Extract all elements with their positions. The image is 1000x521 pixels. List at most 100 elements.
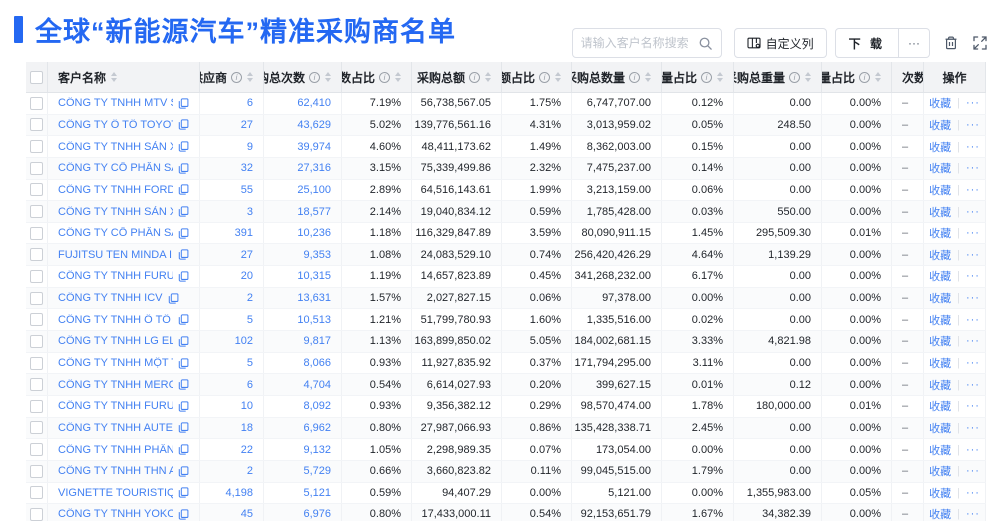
- sort-asc-caret[interactable]: [325, 72, 331, 76]
- favorite-action[interactable]: 收藏: [929, 401, 952, 414]
- search-icon[interactable]: [698, 36, 713, 51]
- info-icon[interactable]: i: [379, 71, 390, 83]
- row-more-action[interactable]: ···: [965, 443, 980, 456]
- copy-icon[interactable]: [178, 487, 189, 498]
- sort-asc-caret[interactable]: [805, 72, 811, 76]
- favorite-action[interactable]: 收藏: [929, 119, 952, 132]
- customer-name-link[interactable]: CÔNG TY TNHH MERCEDES–B...: [58, 378, 173, 391]
- row-more-action[interactable]: ···: [965, 313, 980, 326]
- sort-desc-caret[interactable]: [805, 78, 811, 82]
- column-header-qty[interactable]: 采购总数量 i: [572, 62, 662, 92]
- sort-icon[interactable]: [645, 72, 651, 82]
- favorite-action[interactable]: 收藏: [929, 314, 952, 327]
- row-more-action[interactable]: ···: [965, 508, 980, 521]
- customer-name-link[interactable]: FUJITSU TEN MINDA INDIA PVT...: [58, 248, 173, 261]
- info-icon[interactable]: i: [539, 71, 550, 83]
- trash-button[interactable]: [943, 35, 959, 51]
- row-checkbox[interactable]: [30, 269, 43, 283]
- customize-columns-button[interactable]: 自定义列: [733, 28, 827, 58]
- sort-icon[interactable]: [875, 72, 881, 82]
- row-checkbox[interactable]: [30, 486, 43, 500]
- row-checkbox[interactable]: [30, 140, 43, 154]
- customer-name-link[interactable]: CÔNG TY Ô TÔ TOYOTA VIỆT ...: [58, 118, 173, 131]
- customer-name-link[interactable]: CÔNG TY TNHH SẢN XUẤT VÀ ...: [58, 205, 173, 218]
- info-icon[interactable]: i: [701, 71, 712, 83]
- sort-desc-caret[interactable]: [325, 78, 331, 82]
- customer-name-link[interactable]: CÔNG TY TNHH YOKOWO VIỆT...: [58, 508, 173, 521]
- customer-name-link[interactable]: CÔNG TY TNHH MTV SẢN XUẤ...: [58, 97, 173, 110]
- sort-desc-caret[interactable]: [111, 78, 118, 82]
- row-more-action[interactable]: ···: [965, 421, 980, 434]
- sort-desc-caret[interactable]: [717, 78, 723, 82]
- customer-name-link[interactable]: CÔNG TY TNHH FURUKAWA A...: [58, 400, 173, 413]
- copy-icon[interactable]: [178, 249, 189, 260]
- sort-icon[interactable]: [485, 72, 491, 82]
- row-checkbox[interactable]: [30, 464, 43, 478]
- sort-asc-caret[interactable]: [485, 72, 491, 76]
- copy-icon[interactable]: [168, 292, 179, 304]
- info-icon[interactable]: i: [859, 71, 870, 83]
- row-checkbox[interactable]: [30, 421, 43, 435]
- favorite-action[interactable]: 收藏: [929, 163, 952, 176]
- row-more-action[interactable]: ···: [965, 183, 980, 196]
- sort-desc-caret[interactable]: [485, 78, 491, 82]
- row-more-action[interactable]: ···: [965, 400, 980, 413]
- customer-name-link[interactable]: CÔNG TY TNHH Ô TÔ MITSUBI...: [58, 313, 173, 326]
- column-header-name[interactable]: 客户名称: [48, 62, 200, 92]
- info-icon[interactable]: i: [469, 71, 480, 83]
- sort-icon[interactable]: [111, 72, 118, 82]
- row-checkbox[interactable]: [30, 226, 43, 240]
- row-checkbox[interactable]: [30, 161, 43, 175]
- copy-icon[interactable]: [178, 422, 189, 434]
- copy-icon[interactable]: [178, 163, 189, 174]
- customer-name-link[interactable]: CÔNG TY TNHH THN AUTOPAR...: [58, 465, 173, 478]
- favorite-action[interactable]: 收藏: [929, 271, 952, 284]
- sort-icon[interactable]: [247, 72, 253, 82]
- info-icon[interactable]: i: [789, 71, 800, 83]
- customer-name-link[interactable]: CÔNG TY TNHH ICV: [58, 292, 163, 305]
- column-header-amount[interactable]: 采购总额 i: [412, 62, 502, 92]
- row-checkbox[interactable]: [30, 291, 43, 305]
- column-header-amount_pct[interactable]: 总额占比 i: [502, 62, 572, 92]
- copy-icon[interactable]: [178, 228, 189, 239]
- column-header-qty_pct[interactable]: 数量占比 i: [662, 62, 734, 92]
- sort-icon[interactable]: [805, 72, 811, 82]
- favorite-action[interactable]: 收藏: [929, 379, 952, 392]
- favorite-action[interactable]: 收藏: [929, 293, 952, 306]
- info-icon[interactable]: i: [231, 71, 242, 83]
- copy-icon[interactable]: [178, 184, 189, 195]
- customer-name-link[interactable]: CÔNG TY TNHH AUTEL VIỆT N...: [58, 421, 173, 434]
- column-header-count[interactable]: 采购总次数 i: [264, 62, 342, 92]
- customer-name-link[interactable]: CÔNG TY TNHH FORD VIỆT NAM: [58, 183, 173, 196]
- copy-icon[interactable]: [178, 379, 189, 390]
- sort-asc-caret[interactable]: [247, 72, 253, 76]
- copy-icon[interactable]: [178, 271, 189, 282]
- row-checkbox[interactable]: [30, 378, 43, 392]
- customer-name-link[interactable]: CÔNG TY TNHH LG ELECTRON...: [58, 335, 173, 348]
- row-checkbox[interactable]: [30, 356, 43, 370]
- row-checkbox[interactable]: [30, 183, 43, 197]
- favorite-action[interactable]: 收藏: [929, 184, 952, 197]
- favorite-action[interactable]: 收藏: [929, 422, 952, 435]
- customer-name-link[interactable]: CÔNG TY TNHH SẢN XUẤT VÀ ...: [58, 140, 173, 153]
- customer-name-link[interactable]: CÔNG TY CỔ PHẦN SẢN XUẤT...: [58, 162, 173, 175]
- row-checkbox[interactable]: [30, 205, 43, 219]
- row-more-action[interactable]: ···: [965, 97, 980, 110]
- column-header-weight_pct[interactable]: 重量占比 i: [822, 62, 892, 92]
- favorite-action[interactable]: 收藏: [929, 249, 952, 262]
- sort-desc-caret[interactable]: [395, 78, 401, 82]
- sort-desc-caret[interactable]: [875, 78, 881, 82]
- sort-asc-caret[interactable]: [111, 72, 118, 76]
- sort-icon[interactable]: [717, 72, 723, 82]
- favorite-action[interactable]: 收藏: [929, 141, 952, 154]
- row-more-action[interactable]: ···: [965, 292, 980, 305]
- row-more-action[interactable]: ···: [965, 248, 980, 261]
- row-checkbox[interactable]: [30, 118, 43, 132]
- customer-name-link[interactable]: CÔNG TY TNHH MỘT THÀNH V...: [58, 357, 173, 369]
- row-checkbox[interactable]: [30, 248, 43, 262]
- copy-icon[interactable]: [178, 98, 189, 109]
- row-more-action[interactable]: ···: [965, 486, 980, 499]
- sort-icon[interactable]: [325, 72, 331, 82]
- fullscreen-button[interactable]: [972, 35, 988, 51]
- row-checkbox[interactable]: [30, 507, 43, 521]
